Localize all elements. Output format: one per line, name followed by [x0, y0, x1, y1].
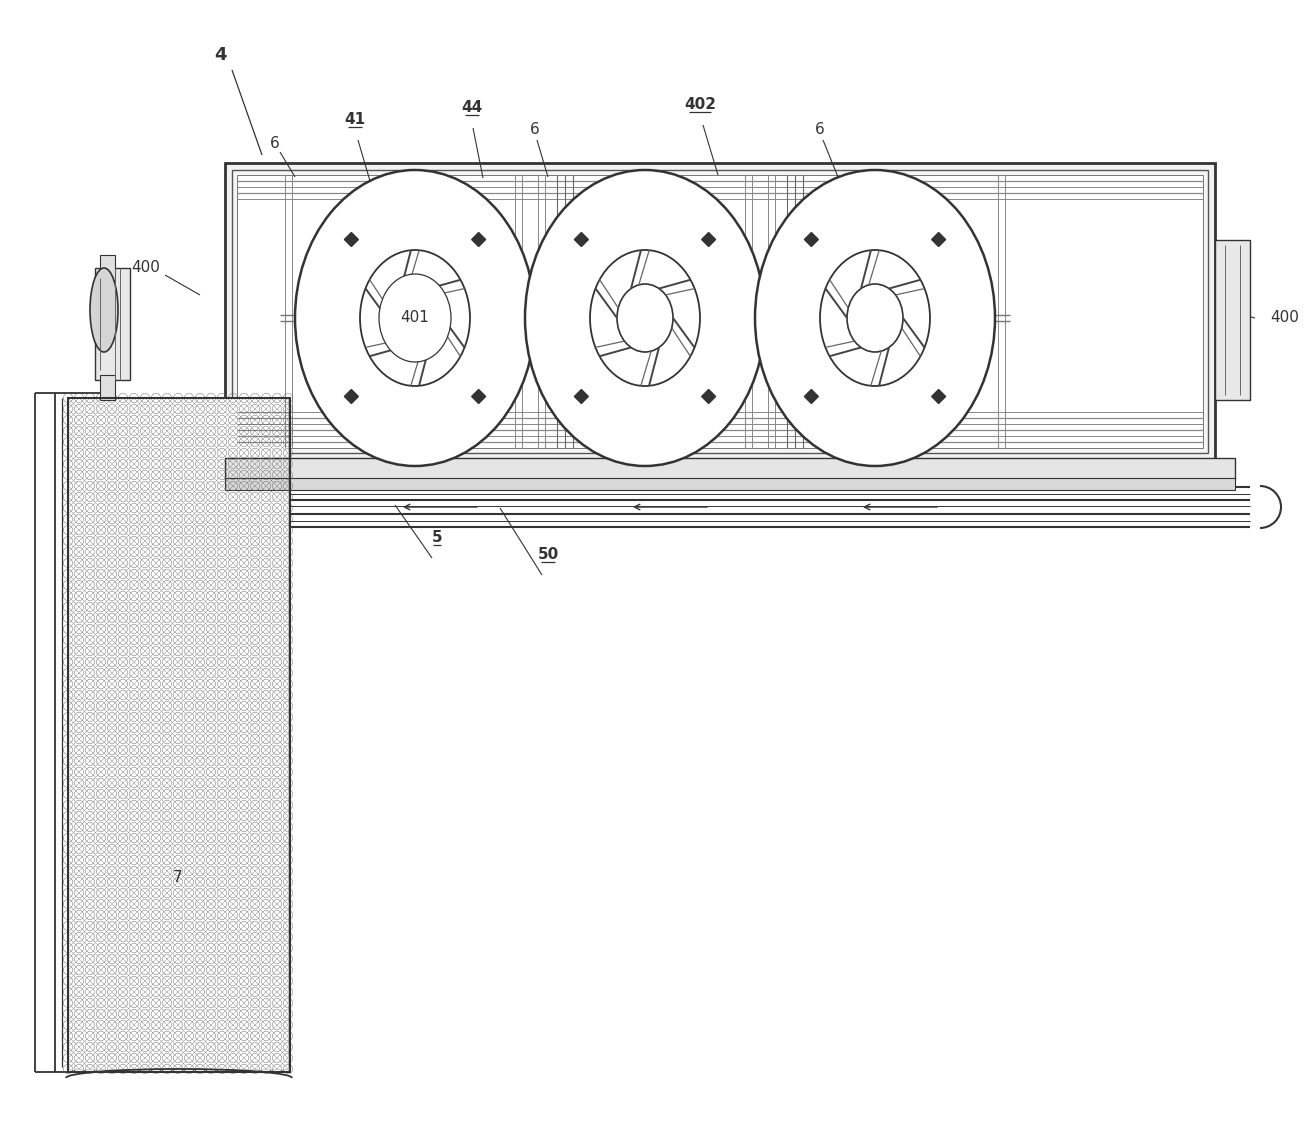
Text: 7: 7 [173, 871, 183, 885]
Polygon shape [931, 389, 946, 404]
Ellipse shape [296, 170, 535, 466]
Ellipse shape [617, 284, 674, 352]
Bar [95, 268, 129, 380]
Text: 41: 41 [344, 112, 365, 127]
Ellipse shape [379, 275, 451, 362]
Bar [99, 255, 115, 280]
Ellipse shape [755, 170, 995, 466]
Bar [1215, 240, 1250, 400]
Text: 4: 4 [213, 46, 226, 64]
Text: 402: 402 [684, 97, 715, 112]
Ellipse shape [848, 284, 903, 352]
Polygon shape [574, 389, 589, 404]
Text: 44: 44 [462, 100, 483, 116]
Bar [99, 375, 115, 400]
Polygon shape [574, 232, 589, 246]
Polygon shape [344, 389, 358, 404]
Ellipse shape [90, 268, 118, 352]
Polygon shape [804, 389, 819, 404]
Text: 400: 400 [131, 261, 160, 276]
Polygon shape [931, 232, 946, 246]
Bar [225, 162, 1215, 460]
Polygon shape [472, 232, 485, 246]
Ellipse shape [360, 251, 470, 386]
Ellipse shape [525, 170, 765, 466]
Bar [68, 398, 290, 1072]
Polygon shape [472, 389, 485, 404]
Polygon shape [701, 232, 715, 246]
Text: 6: 6 [271, 135, 280, 151]
Text: 50: 50 [538, 547, 559, 562]
Text: 6: 6 [530, 122, 540, 137]
Bar [225, 458, 1235, 480]
Ellipse shape [590, 251, 700, 386]
Text: 5: 5 [432, 530, 442, 545]
Text: 400: 400 [1270, 310, 1299, 326]
Text: 401: 401 [400, 310, 429, 326]
Bar [237, 175, 1203, 448]
Polygon shape [701, 389, 715, 404]
Ellipse shape [820, 251, 930, 386]
Polygon shape [344, 232, 358, 246]
Bar [68, 398, 290, 1072]
Text: 6: 6 [815, 122, 825, 137]
Ellipse shape [387, 284, 443, 352]
Polygon shape [804, 232, 819, 246]
Bar [225, 478, 1235, 490]
Bar [232, 170, 1209, 453]
